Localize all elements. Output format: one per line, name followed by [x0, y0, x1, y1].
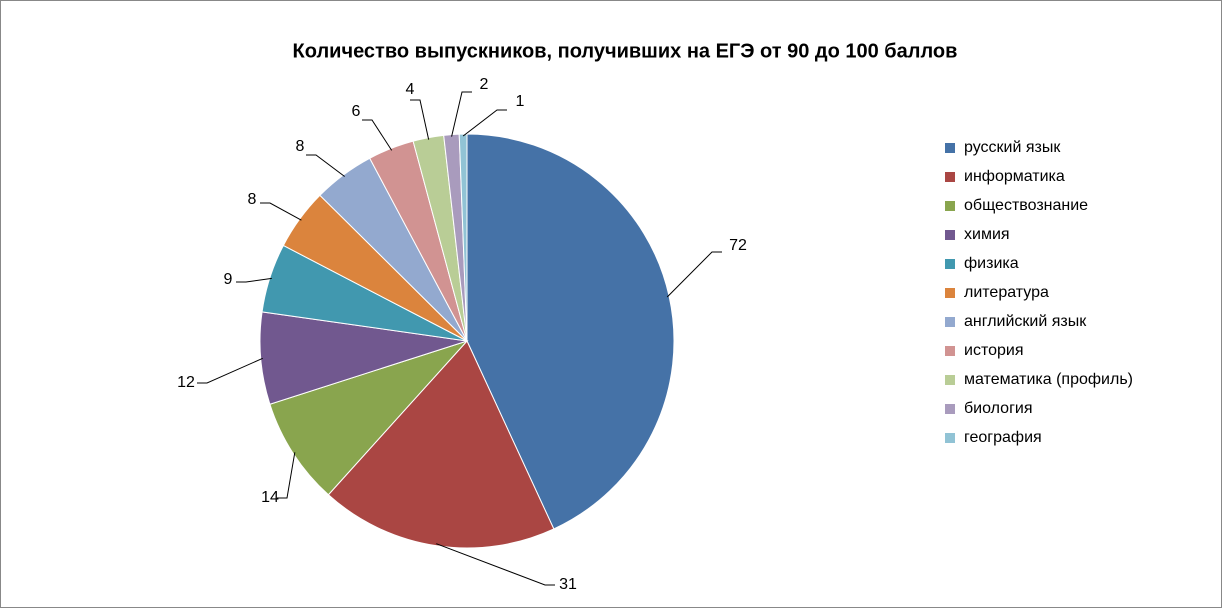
pie-slice: [466, 133, 675, 530]
legend-swatch: [945, 143, 955, 153]
legend-swatch: [945, 172, 955, 182]
legend-swatch: [945, 433, 955, 443]
legend-swatch: [945, 375, 955, 385]
data-label: 1: [516, 93, 525, 110]
leader-line: [236, 277, 272, 283]
data-label: 8: [296, 138, 305, 155]
pie-slice: [269, 339, 469, 496]
leader-line: [451, 91, 472, 137]
legend-swatch: [945, 288, 955, 298]
leader-line: [362, 119, 393, 151]
leader-line: [410, 99, 430, 140]
data-label: 9: [224, 271, 233, 288]
legend-swatch: [945, 230, 955, 240]
chart-title: Количество выпускников, получивших на ЕГ…: [293, 40, 958, 62]
legend-label: английский язык: [964, 313, 1087, 330]
legend-label: обществознание: [964, 197, 1088, 214]
data-label: 2: [480, 76, 489, 93]
data-label: 8: [248, 191, 257, 208]
legend-label: география: [964, 429, 1042, 446]
legend-swatch: [945, 201, 955, 211]
legend-label: физика: [964, 255, 1019, 272]
legend-label: биология: [964, 400, 1033, 417]
legend-label: история: [964, 342, 1023, 359]
data-label: 6: [352, 103, 361, 120]
pie-slice: [327, 340, 555, 549]
legend-label: математика (профиль): [964, 371, 1133, 388]
leader-line: [197, 357, 263, 384]
leader-line: [462, 109, 507, 137]
data-label: 4: [406, 81, 415, 98]
legend-label: информатика: [964, 168, 1065, 185]
leader-line: [666, 251, 722, 298]
legend-label: химия: [964, 226, 1010, 243]
leader-line: [306, 154, 345, 177]
data-label: 31: [559, 576, 577, 593]
leader-line: [436, 543, 555, 586]
legend-swatch: [945, 346, 955, 356]
pie-slice: [458, 133, 468, 342]
legend-swatch: [945, 259, 955, 269]
data-label: 72: [729, 237, 747, 254]
legend-swatch: [945, 404, 955, 414]
legend-label: русский язык: [964, 139, 1061, 156]
leader-line: [260, 202, 302, 221]
legend-swatch: [945, 317, 955, 327]
leader-line: [277, 452, 296, 499]
data-label: 12: [177, 374, 195, 391]
data-label: 14: [261, 489, 279, 506]
legend-label: литература: [964, 284, 1049, 301]
